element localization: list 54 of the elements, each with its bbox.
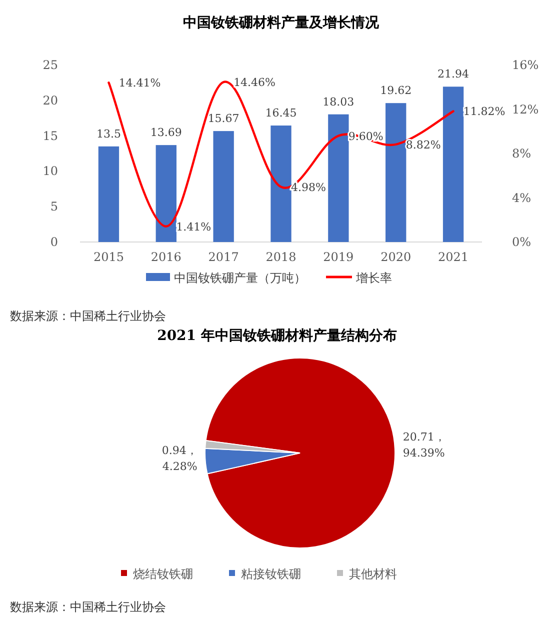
y2-tick-label: 8% (512, 146, 532, 160)
legend-label: 其他材料 (349, 567, 397, 581)
data-label: 11.82% (463, 105, 506, 118)
source-note: 数据来源：中国稀土行业协会 (10, 600, 166, 614)
legend-label: 中国钕铁硼产量（万吨） (174, 271, 306, 285)
legend-item: 中国钕铁硼产量（万吨） (146, 271, 306, 285)
legend-item: 增长率 (326, 271, 392, 285)
y2-tick-label: 4% (512, 190, 532, 205)
bar (156, 145, 176, 242)
data-label: 16.45 (265, 106, 297, 120)
bar (328, 114, 349, 242)
legend-label: 增长率 (355, 271, 392, 285)
data-label: 14.46% (234, 76, 276, 90)
data-label: 13.69 (150, 126, 182, 140)
y-tick-label: 0 (50, 235, 58, 249)
data-label: 8.82% (406, 138, 441, 152)
legend-item: 其他材料 (337, 567, 397, 581)
x-tick-label: 2018 (266, 250, 296, 264)
legend-label: 烧结钕铁硼 (133, 567, 193, 581)
x-tick-label: 2021 (438, 250, 469, 264)
bar (442, 86, 464, 242)
data-label: 15.67 (208, 112, 240, 126)
chart-title: 中国钕铁硼材料产量及增长情况 (183, 14, 380, 31)
data-label: 21.94 (438, 68, 470, 81)
y2-tick-label: 16% (512, 58, 539, 72)
data-label: 1.41% (176, 220, 212, 234)
data-label: 13.5 (96, 127, 121, 140)
y2-tick-label: 12% (512, 102, 539, 116)
x-tick-label: 2020 (380, 250, 412, 264)
y-tick-label: 20 (42, 93, 58, 108)
bar (386, 103, 406, 242)
data-label: 0.94，4.28% (162, 444, 198, 473)
legend-item: 粘接钕铁硼 (229, 567, 301, 581)
y-tick-label: 5 (50, 200, 58, 214)
bar (213, 131, 234, 242)
x-tick-label: 2016 (150, 250, 182, 264)
x-tick-label: 2019 (323, 250, 354, 264)
bar (98, 146, 120, 242)
data-label: 20.71，94.39% (402, 430, 446, 460)
x-tick-label: 2015 (93, 250, 124, 264)
data-label: 14.41% (118, 76, 161, 90)
bar (270, 126, 292, 242)
chart-title: 2021 年中国钕铁硼材料产量结构分布 (157, 327, 397, 344)
source-note: 数据来源：中国稀土行业协会 (10, 309, 166, 323)
y-tick-label: 10 (42, 164, 58, 178)
pie-slice (205, 358, 396, 548)
y-tick-label: 25 (42, 58, 58, 72)
x-tick-label: 2017 (208, 250, 239, 264)
data-label: 18.03 (322, 95, 354, 108)
data-label: 19.62 (380, 84, 412, 98)
y-tick-label: 15 (42, 128, 58, 143)
legend-item: 烧结钕铁硼 (121, 567, 193, 581)
y2-tick-label: 0% (512, 235, 532, 249)
legend-label: 粘接钕铁硼 (241, 567, 301, 581)
